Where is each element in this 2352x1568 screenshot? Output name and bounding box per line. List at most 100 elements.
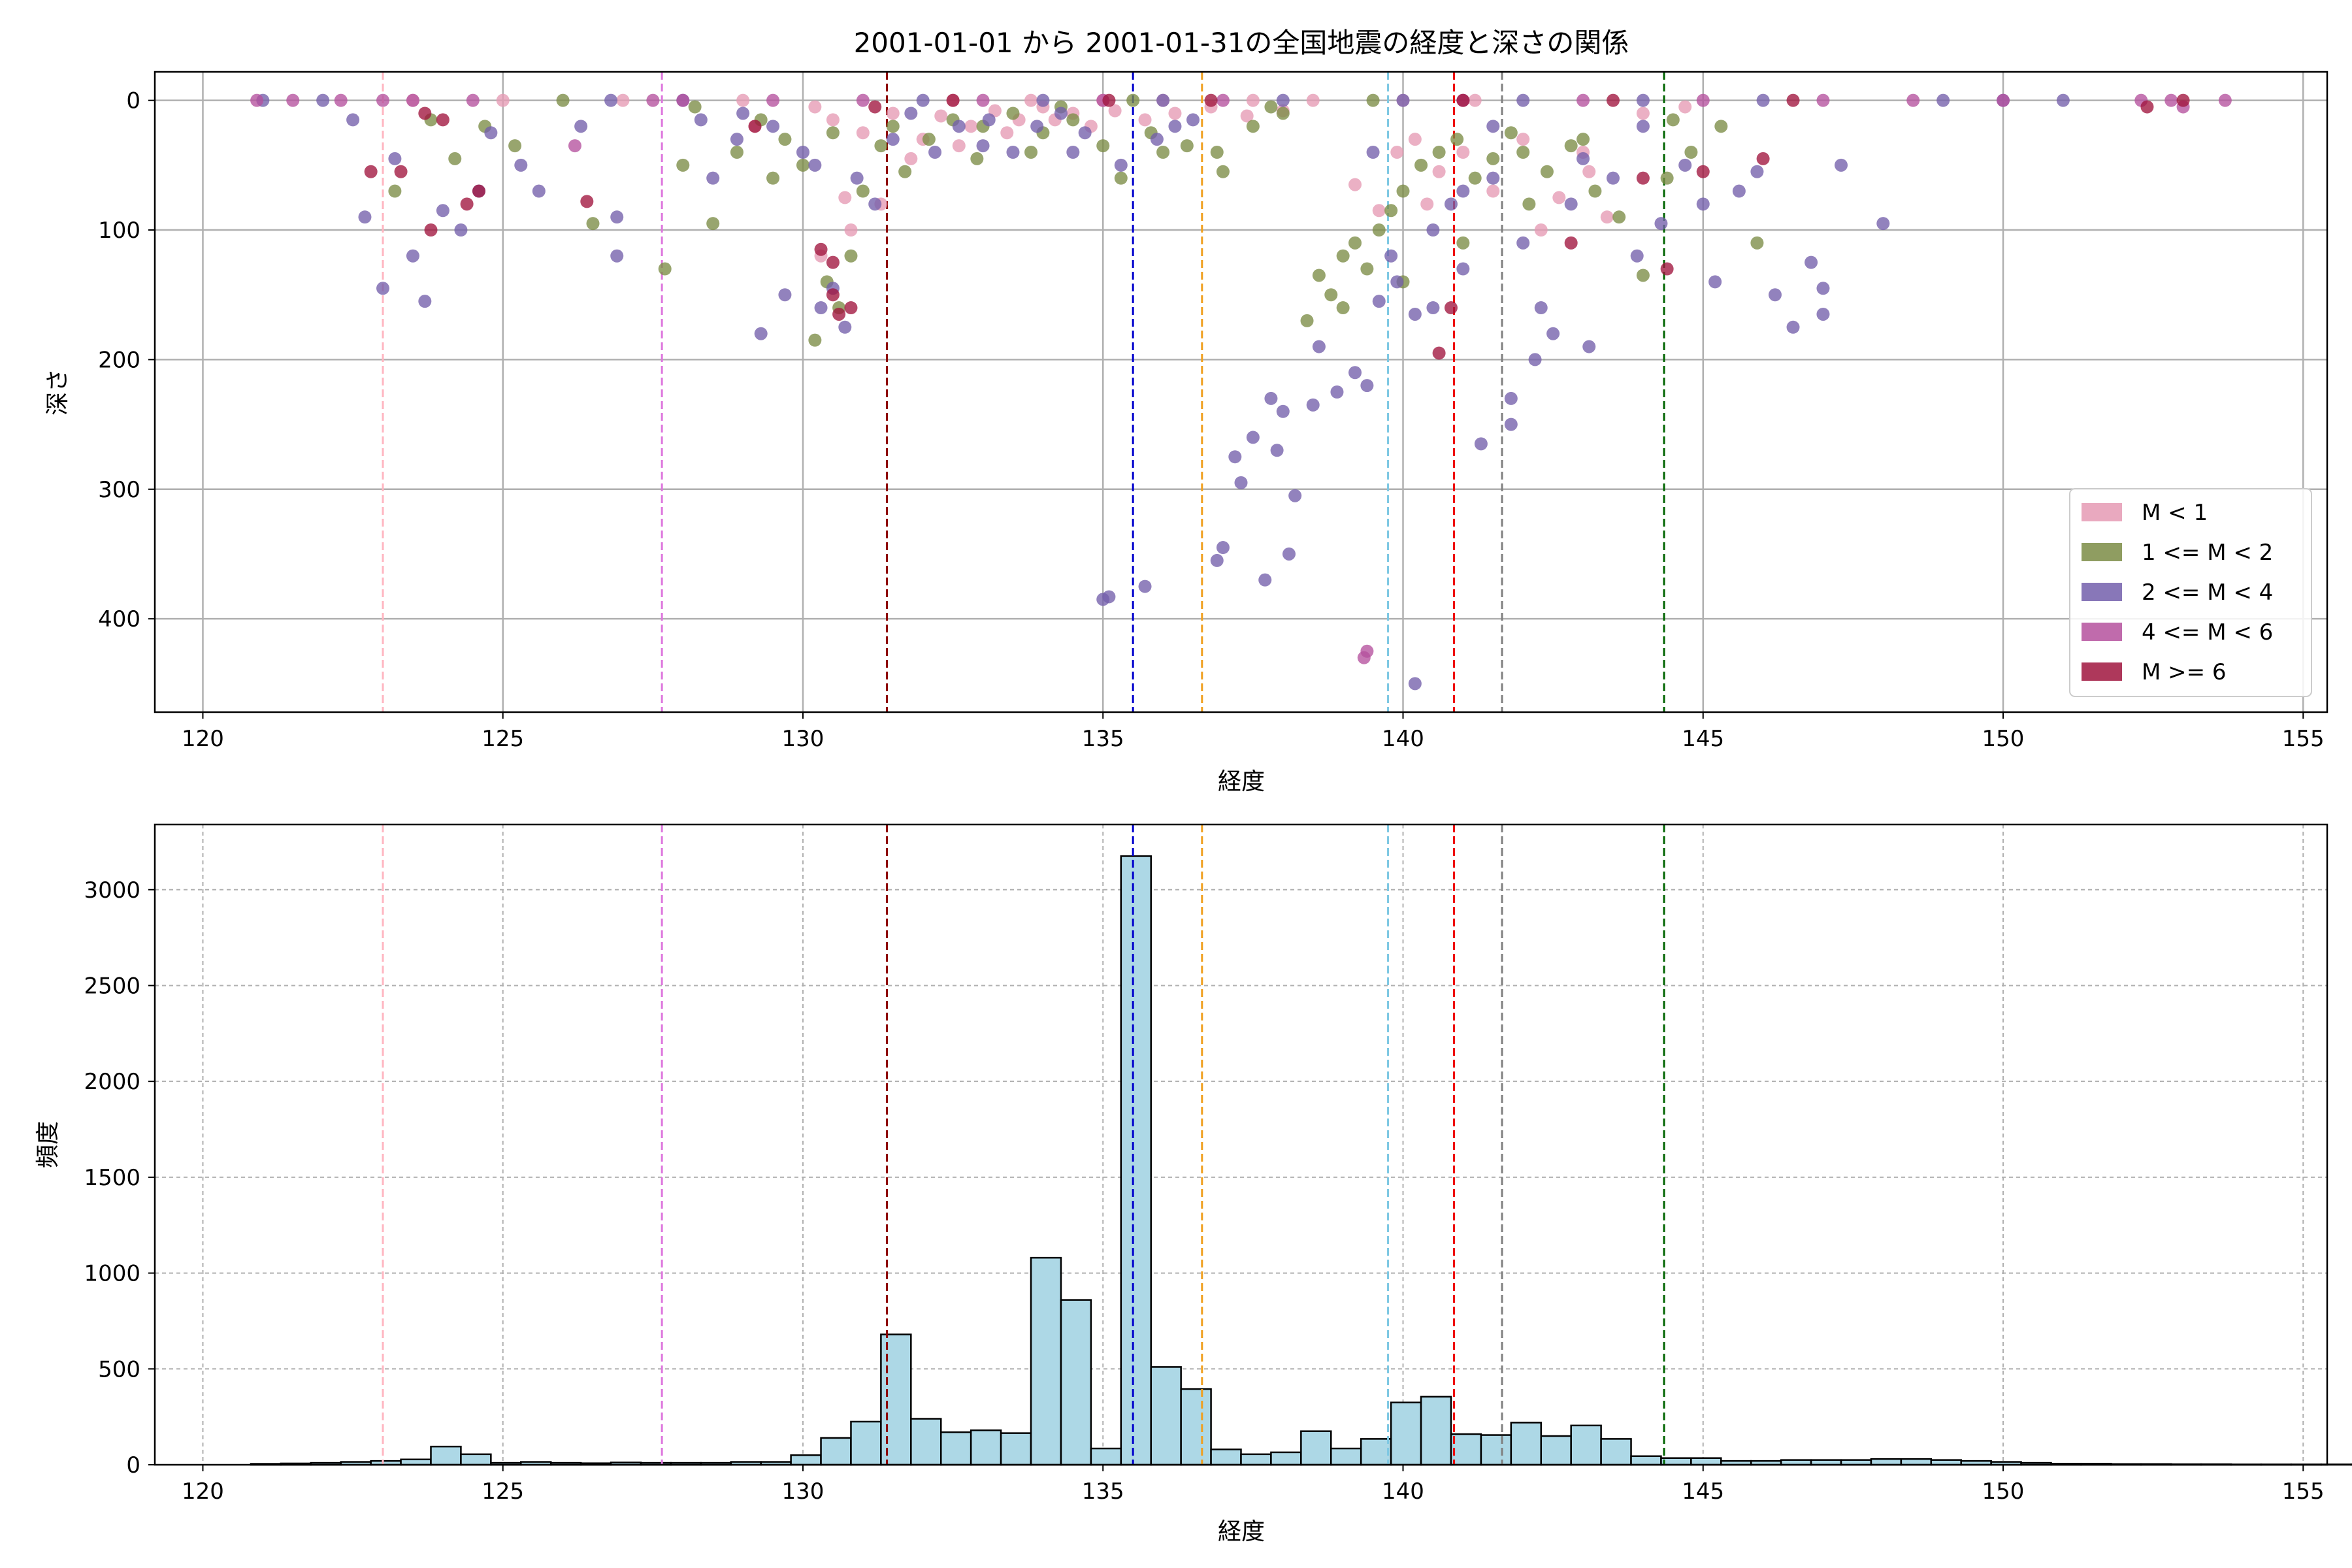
histogram-ticks: 120 125 130 135 140 145 150 155 0 500 1000 1500 2000… [84, 877, 2324, 1505]
x-tick-label: 150 [1982, 1478, 2025, 1505]
histogram-y-axis-label: 頻度 [35, 1121, 61, 1168]
scatter-point [1276, 106, 1290, 120]
scatter-ticks: 120 125 130 135 140 145 150 155 0 100 200 300 400 [98, 88, 2325, 752]
legend-label: M >= 6 [2142, 659, 2227, 685]
scatter-point [778, 133, 792, 146]
scatter-point [1696, 93, 1710, 107]
x-tick-label: 145 [1682, 1478, 1724, 1505]
scatter-point [1114, 158, 1128, 172]
scatter-point [1835, 158, 1848, 172]
scatter-point [1636, 93, 1650, 107]
scatter-point [748, 120, 762, 133]
histogram-x-axis-label: 経度 [1218, 1518, 1265, 1545]
scatter-point [388, 152, 402, 165]
histogram-bar [430, 1445, 462, 1466]
scatter-point [886, 133, 900, 146]
scatter-point [916, 93, 930, 107]
scatter-point [1330, 385, 1344, 399]
scatter-point [1426, 301, 1440, 315]
scatter-point [1468, 171, 1482, 185]
scatter-point [1564, 236, 1578, 250]
scatter-point [1432, 145, 1446, 159]
y-tick-label: 1000 [84, 1261, 140, 1287]
scatter-point [1486, 184, 1500, 198]
histogram-bar [1030, 1256, 1062, 1466]
scatter-point [1516, 93, 1530, 107]
scatter-point [1312, 269, 1326, 282]
scatter-point [568, 139, 581, 153]
scatter-point [1456, 184, 1470, 198]
scatter-point [508, 139, 522, 153]
histogram-bar [1630, 1455, 1662, 1466]
scatter-point [934, 109, 948, 123]
scatter-point [1384, 249, 1398, 263]
scatter-point [1276, 404, 1290, 418]
x-tick-label: 135 [1082, 726, 1124, 752]
scatter-point [1588, 184, 1602, 198]
histogram-bar [1870, 1458, 1903, 1466]
scatter-point [1444, 301, 1458, 315]
scatter-point [1600, 210, 1614, 224]
histogram-bar [1420, 1396, 1452, 1466]
scatter-point [1150, 133, 1164, 146]
scatter-point [808, 158, 822, 172]
histogram-bar [1180, 1388, 1212, 1466]
series-points [388, 93, 1764, 347]
scatter-point [1006, 145, 1020, 159]
scatter-point [610, 210, 624, 224]
scatter-point [580, 195, 594, 208]
scatter-point [1714, 120, 1728, 133]
scatter-point [1486, 120, 1500, 133]
scatter-point [808, 333, 822, 347]
scatter-point [886, 120, 900, 133]
scatter-point [1786, 93, 1800, 107]
scatter-point [334, 93, 348, 107]
scatter-point [694, 113, 708, 127]
scatter-point [394, 165, 408, 178]
scatter-point [1216, 165, 1230, 178]
x-tick-label: 140 [1382, 726, 1424, 752]
scatter-point [1276, 93, 1290, 107]
scatter-point [1486, 152, 1500, 165]
scatter-point [1756, 93, 1770, 107]
scatter-point [766, 120, 780, 133]
scatter-chart: 2001-01-01 から 2001-01-31の全国地震の経度と深さの関係 1… [44, 27, 2328, 795]
scatter-point [826, 255, 840, 269]
scatter-point [1450, 133, 1464, 146]
scatter-point [1444, 197, 1458, 211]
scatter-point [610, 249, 624, 263]
scatter-point [1114, 171, 1128, 185]
scatter-point [1066, 113, 1080, 127]
scatter-point [532, 184, 546, 198]
scatter-point [1408, 307, 1422, 321]
histogram-bar [1120, 855, 1152, 1466]
scatter-point [1348, 178, 1362, 191]
scatter-point [970, 152, 984, 165]
scatter-point [1234, 476, 1248, 489]
scatter-point [1456, 93, 1470, 107]
scatter-point [1708, 275, 1722, 289]
histogram-bar [880, 1333, 912, 1466]
scatter-point [1486, 171, 1500, 185]
scatter-point [1786, 320, 1800, 334]
scatter-point [1408, 677, 1422, 691]
scatter-point [1756, 152, 1770, 165]
scatter-point [1612, 210, 1626, 224]
scatter-point [1654, 217, 1668, 231]
histogram-bars [250, 855, 2352, 1466]
scatter-point [778, 288, 792, 302]
scatter-point [496, 93, 510, 107]
histogram-bar [2350, 1463, 2352, 1466]
histogram-bar [1600, 1438, 1632, 1466]
scatter-point [1390, 275, 1404, 289]
histogram-bar [1000, 1432, 1032, 1466]
scatter-point [376, 93, 390, 107]
scatter-point [1432, 165, 1446, 178]
scatter-point [1054, 106, 1068, 120]
scatter-point [454, 223, 468, 237]
scatter-point [2140, 100, 2154, 114]
scatter-point [286, 93, 300, 107]
scatter-point [706, 217, 720, 231]
scatter-point [514, 158, 528, 172]
histogram-bar [1540, 1435, 1572, 1466]
